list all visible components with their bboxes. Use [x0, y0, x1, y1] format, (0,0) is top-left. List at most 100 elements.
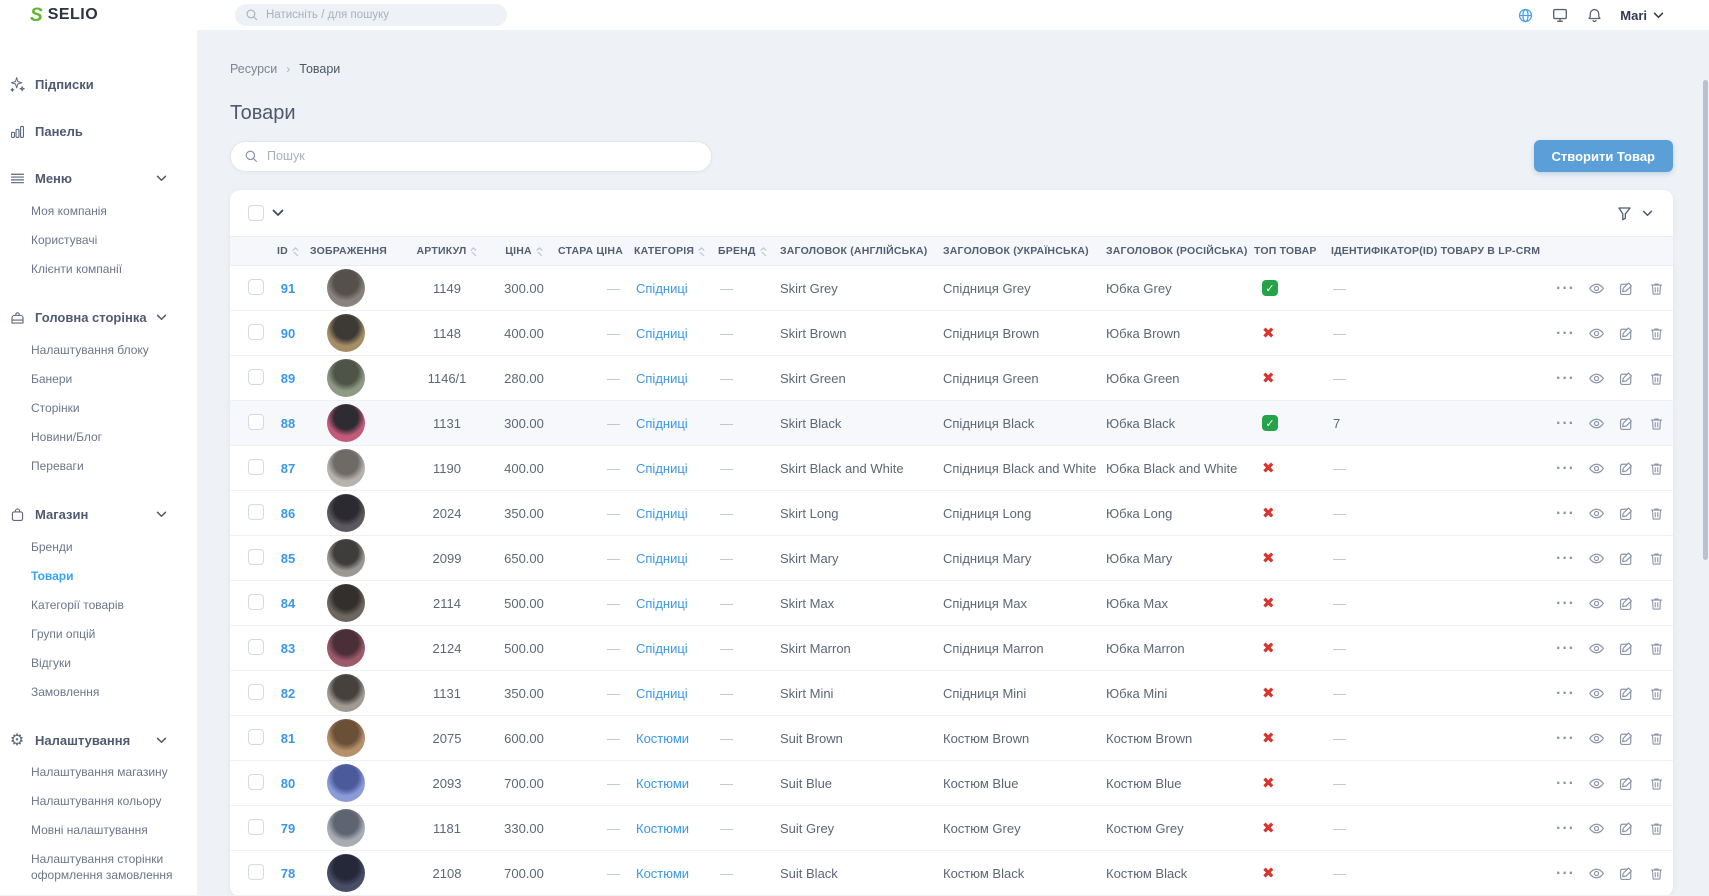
product-image[interactable]: [327, 269, 365, 307]
sort-icon[interactable]: [698, 246, 705, 256]
row-checkbox[interactable]: [248, 593, 264, 610]
view-icon[interactable]: [1588, 820, 1605, 837]
more-actions-button[interactable]: ···: [1556, 819, 1575, 837]
chevron-down-icon[interactable]: [156, 511, 167, 518]
view-icon[interactable]: [1588, 550, 1605, 567]
delete-icon[interactable]: [1648, 550, 1665, 567]
row-checkbox[interactable]: [248, 683, 264, 700]
row-checkbox[interactable]: [248, 323, 264, 340]
delete-icon[interactable]: [1648, 370, 1665, 387]
user-menu[interactable]: Mari: [1620, 8, 1664, 23]
more-actions-button[interactable]: ···: [1556, 549, 1575, 567]
product-image[interactable]: [327, 359, 365, 397]
edit-icon[interactable]: [1618, 280, 1635, 297]
sidebar-subitem[interactable]: Налаштування кольору: [31, 793, 162, 808]
products-search-input[interactable]: [267, 149, 698, 163]
product-category-link[interactable]: Спідниці: [636, 370, 688, 386]
sidebar-subitem[interactable]: Клієнти компанії: [31, 261, 123, 276]
product-category-link[interactable]: Спідниці: [636, 280, 688, 296]
row-checkbox[interactable]: [248, 728, 264, 745]
column-header-sku[interactable]: АРТИКУЛ: [404, 245, 490, 257]
product-category-link[interactable]: Костюми: [636, 820, 690, 836]
edit-icon[interactable]: [1618, 550, 1635, 567]
delete-icon[interactable]: [1648, 685, 1665, 702]
delete-icon[interactable]: [1648, 730, 1665, 747]
row-checkbox[interactable]: [248, 548, 264, 565]
view-icon[interactable]: [1588, 775, 1605, 792]
more-actions-button[interactable]: ···: [1556, 864, 1575, 882]
product-id-link[interactable]: 84: [280, 595, 296, 611]
sidebar-subitem[interactable]: Відгуки: [31, 655, 72, 670]
edit-icon[interactable]: [1618, 325, 1635, 342]
product-image[interactable]: [327, 539, 365, 577]
chevron-down-icon[interactable]: [156, 314, 167, 321]
view-icon[interactable]: [1588, 415, 1605, 432]
scrollbar[interactable]: [1703, 80, 1708, 560]
view-icon[interactable]: [1588, 640, 1605, 657]
products-search[interactable]: [230, 140, 712, 172]
breadcrumb-resources[interactable]: Ресурси: [230, 62, 278, 76]
sidebar-item-menu[interactable]: Меню: [8, 166, 197, 191]
product-category-link[interactable]: Спідниці: [636, 640, 688, 656]
sidebar-subitem[interactable]: Налаштування скриптів: [31, 889, 179, 895]
product-image[interactable]: [327, 314, 365, 352]
sidebar-subitem[interactable]: Мовні налаштування: [31, 822, 148, 837]
product-id-link[interactable]: 79: [280, 820, 296, 836]
global-search-input[interactable]: [266, 9, 497, 21]
column-header-category[interactable]: КАТЕГОРІЯ: [634, 245, 718, 257]
view-icon[interactable]: [1588, 280, 1605, 297]
more-actions-button[interactable]: ···: [1556, 324, 1575, 342]
sidebar-subitem[interactable]: Новини/Блог: [31, 429, 103, 444]
product-category-link[interactable]: Костюми: [636, 865, 690, 881]
more-actions-button[interactable]: ···: [1556, 684, 1575, 702]
sidebar-subitem[interactable]: Категорії товарів: [31, 597, 124, 612]
product-category-link[interactable]: Спідниці: [636, 460, 688, 476]
product-category-link[interactable]: Спідниці: [636, 595, 688, 611]
sidebar-subitem[interactable]: Переваги: [31, 458, 84, 473]
product-id-link[interactable]: 78: [280, 865, 296, 881]
sidebar-item-home-page[interactable]: Головна сторінка: [8, 305, 197, 330]
sidebar-subitem[interactable]: Замовлення: [31, 684, 100, 699]
product-image[interactable]: [327, 584, 365, 622]
sidebar-subitem[interactable]: Налаштування блоку: [31, 342, 149, 357]
sidebar-item-shop[interactable]: Магазин: [8, 502, 197, 527]
view-icon[interactable]: [1588, 865, 1605, 882]
sidebar-subitem[interactable]: Банери: [31, 371, 73, 386]
sidebar-subitem[interactable]: Товари: [31, 568, 74, 583]
row-checkbox[interactable]: [248, 368, 264, 385]
product-category-link[interactable]: Костюми: [636, 730, 690, 746]
row-checkbox[interactable]: [248, 278, 264, 295]
product-category-link[interactable]: Спідниці: [636, 550, 688, 566]
edit-icon[interactable]: [1618, 505, 1635, 522]
bulk-actions-chevron-icon[interactable]: [272, 209, 284, 217]
delete-icon[interactable]: [1648, 820, 1665, 837]
more-actions-button[interactable]: ···: [1556, 729, 1575, 747]
sidebar-subitem[interactable]: Бренди: [31, 539, 73, 554]
edit-icon[interactable]: [1618, 415, 1635, 432]
view-icon[interactable]: [1588, 325, 1605, 342]
more-actions-button[interactable]: ···: [1556, 279, 1575, 297]
product-category-link[interactable]: Костюми: [636, 775, 690, 791]
product-id-link[interactable]: 85: [280, 550, 296, 566]
row-checkbox[interactable]: [248, 413, 264, 430]
view-icon[interactable]: [1588, 370, 1605, 387]
row-checkbox[interactable]: [248, 503, 264, 520]
product-image[interactable]: [327, 404, 365, 442]
product-image[interactable]: [327, 719, 365, 757]
sort-icon[interactable]: [470, 246, 477, 256]
sidebar-subitem[interactable]: Групи опцій: [31, 626, 96, 641]
more-actions-button[interactable]: ···: [1556, 594, 1575, 612]
edit-icon[interactable]: [1618, 865, 1635, 882]
sidebar-item-settings[interactable]: ⚙ Налаштування: [8, 728, 197, 752]
globe-icon[interactable]: [1517, 7, 1534, 24]
sort-icon[interactable]: [292, 246, 299, 256]
edit-icon[interactable]: [1618, 820, 1635, 837]
product-id-link[interactable]: 89: [280, 370, 296, 386]
chevron-down-icon[interactable]: [156, 737, 167, 744]
sidebar-subitem[interactable]: Сторінки: [31, 400, 80, 415]
product-image[interactable]: [327, 809, 365, 847]
create-product-button[interactable]: Створити Товар: [1533, 140, 1673, 172]
edit-icon[interactable]: [1618, 460, 1635, 477]
more-actions-button[interactable]: ···: [1556, 369, 1575, 387]
view-icon[interactable]: [1588, 505, 1605, 522]
